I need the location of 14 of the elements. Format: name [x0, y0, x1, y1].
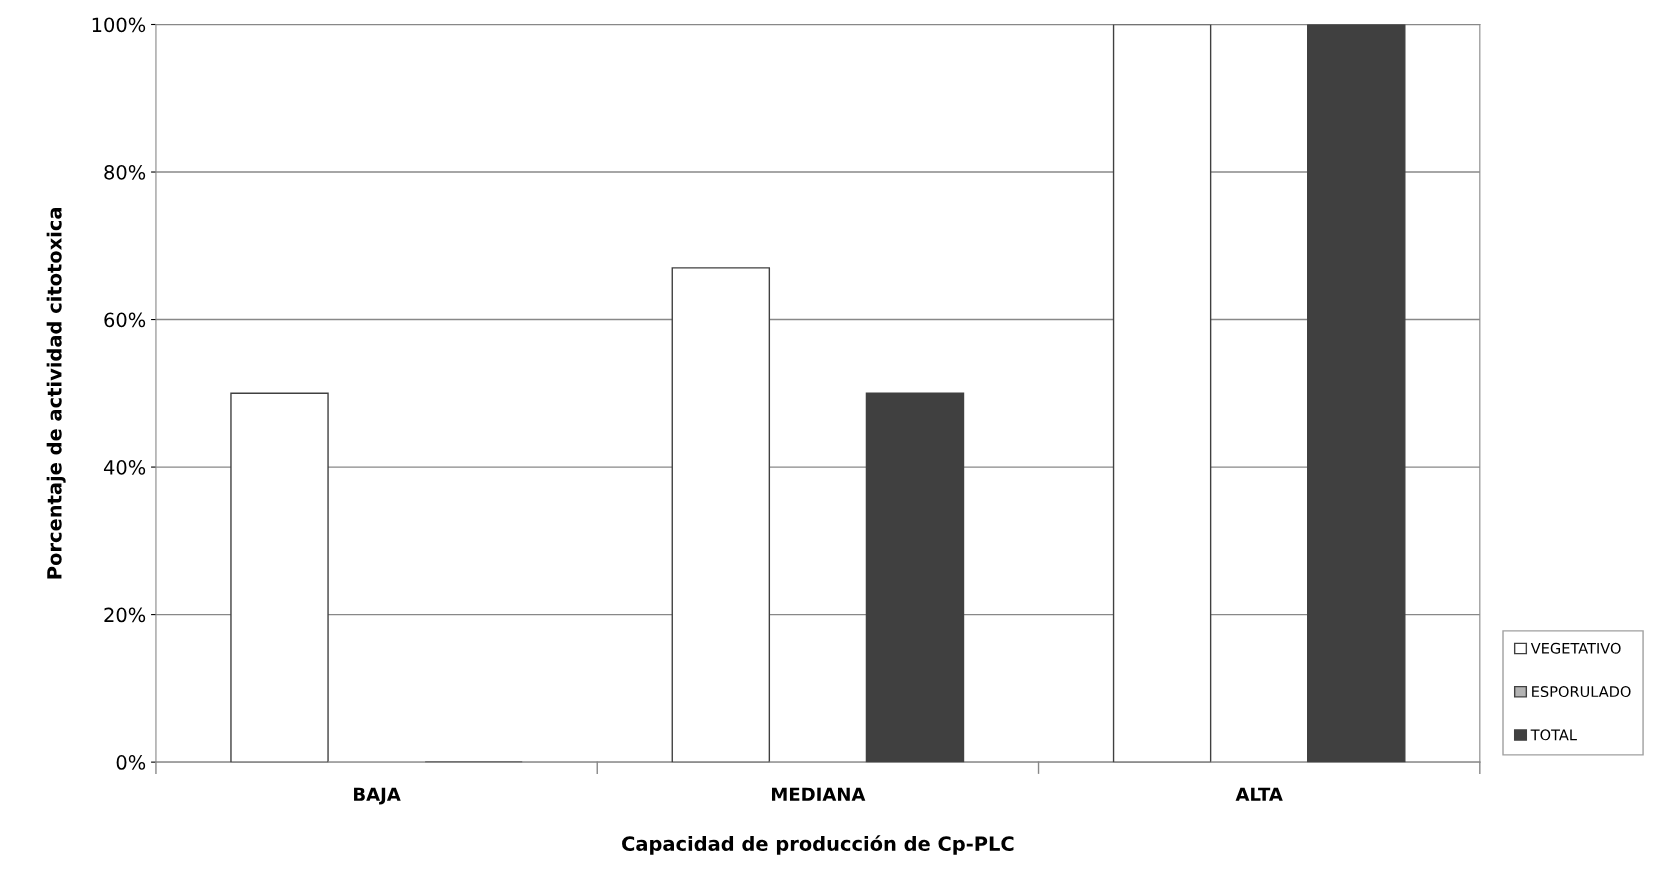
x-tick-label: BAJA [354, 787, 401, 805]
legend-label: VEGETATIVO [1530, 642, 1621, 654]
y-tick-label: 20% [104, 607, 146, 623]
legend-label: TOTAL [1530, 729, 1577, 741]
x-tick-label: MEDIANA [772, 787, 866, 801]
y-tick-label: 80% [104, 164, 146, 180]
y-axis-title: Porcentaje de actividad citotoxica [46, 207, 66, 579]
x-axis-title: Capacidad de producción de Cp-PLC [622, 835, 1014, 855]
legend-label: ESPORULADO [1532, 686, 1631, 698]
x-tick-label: ALTA [1235, 787, 1283, 801]
y-tick-label: 60% [104, 312, 146, 328]
y-tick-label: 40% [103, 460, 146, 475]
y-tick-label: 0% [116, 755, 146, 770]
y-tick-label: 100% [92, 17, 146, 33]
